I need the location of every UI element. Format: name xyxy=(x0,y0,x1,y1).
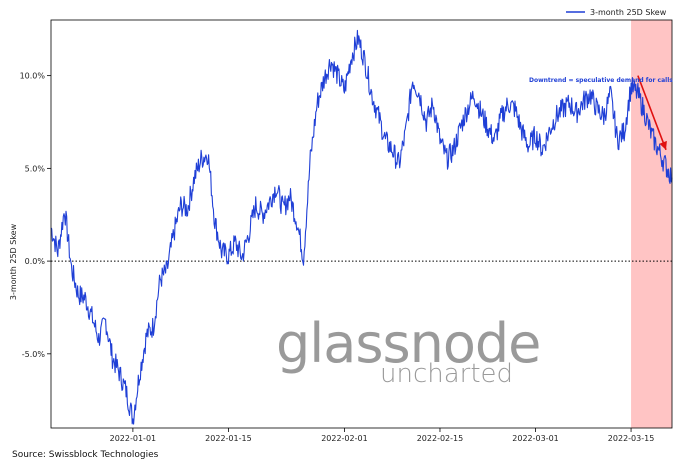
x-tick-label-2: 2022-02-01 xyxy=(321,434,368,443)
plot-area xyxy=(50,19,673,429)
axis-ticks: 2022-01-01 2022-01-15 2022-02-01 2022-02-15… xyxy=(20,72,655,443)
x-tick-label-0: 2022-01-01 xyxy=(110,434,157,443)
annotation-arrow xyxy=(637,75,667,151)
annotation-arrowhead xyxy=(659,140,667,150)
watermark-sub: uncharted xyxy=(380,359,513,389)
x-tick-label-3: 2022-02-15 xyxy=(417,434,464,443)
legend-label: 3-month 25D Skew xyxy=(590,8,667,17)
watermark: glassnode uncharted xyxy=(276,312,541,389)
series-line-0 xyxy=(50,29,673,425)
annotation-text: Downtrend = speculative demand for calls xyxy=(529,77,673,84)
y-tick-label-1: 0.0% xyxy=(25,257,46,266)
watermark-main: glassnode xyxy=(276,312,540,375)
plot-frame xyxy=(50,19,673,429)
x-tick-label-5: 2022-03-15 xyxy=(608,434,655,443)
legend: 3-month 25D Skew xyxy=(566,8,667,17)
source-credit: Source: Swissblock Technologies xyxy=(12,450,159,460)
x-tick-label-4: 2022-03-01 xyxy=(512,434,559,443)
y-tick-label-2: 5.0% xyxy=(25,164,46,173)
y-tick-label-3: 10.0% xyxy=(20,72,46,81)
y-tick-label-0: -5.0% xyxy=(22,350,46,359)
x-tick-label-1: 2022-01-15 xyxy=(205,434,252,443)
y-axis-label: 3-month 25D Skew xyxy=(9,223,18,300)
